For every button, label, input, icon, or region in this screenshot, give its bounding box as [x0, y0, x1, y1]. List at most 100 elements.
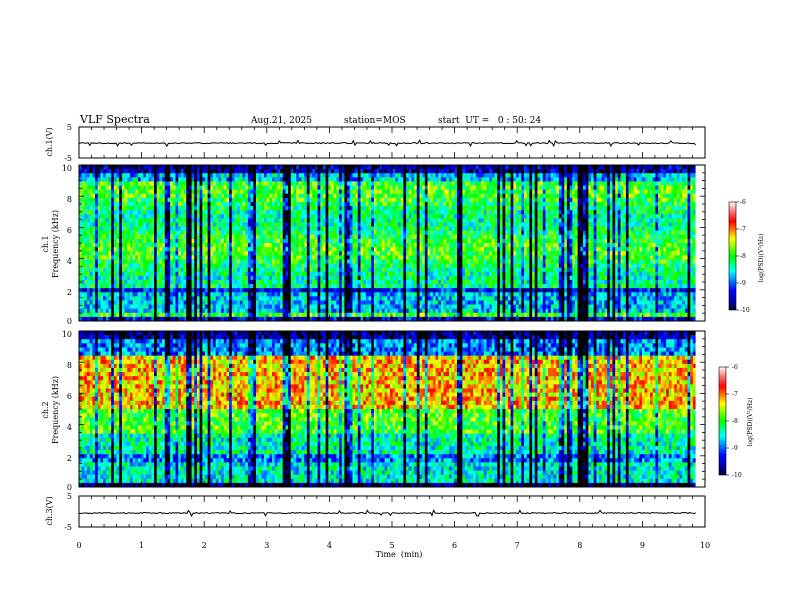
- ch1-spectrogram-cell: [79, 292, 83, 297]
- ch1-spectrogram-cell: [103, 218, 107, 223]
- ch1-spectrogram-cell: [306, 238, 310, 244]
- ch1-spectrogram-cell: [105, 275, 109, 281]
- ch1-spectrogram-cell: [349, 210, 353, 215]
- ch1-spectrogram-cell: [129, 214, 133, 219]
- ch1-spectrogram-cell: [290, 296, 294, 301]
- ch1-spectrogram-cell: [344, 189, 348, 195]
- ch1-spectrogram-cell: [239, 296, 243, 301]
- ch1-spectrogram-cell: [242, 247, 246, 252]
- ch1-spectrogram-cell: [116, 222, 120, 227]
- ch1-spectrogram-cell: [89, 304, 93, 310]
- ch1-spectrogram-cell: [288, 288, 292, 293]
- ch1-spectrogram-cell: [293, 279, 297, 285]
- ch1-spectrogram-cell: [105, 177, 109, 182]
- ch1-spectrogram-cell: [132, 189, 136, 195]
- ch1-spectrogram-cell: [344, 304, 348, 310]
- ch1-spectrogram-cell: [293, 173, 297, 178]
- ch1-spectrogram-cell: [253, 275, 257, 281]
- ch1-spectrogram-cell: [301, 288, 305, 293]
- ch1-spectrogram-cell: [234, 251, 238, 256]
- figure-title: VLF Spectra: [79, 113, 150, 126]
- ch1-spectrogram-cell: [213, 181, 217, 186]
- ch1-spectrogram-cell: [92, 181, 96, 186]
- ch1-spectrogram-cell: [199, 177, 203, 182]
- ch1-spectrogram-cell: [92, 312, 96, 318]
- ch1-spectrogram-cell: [95, 169, 99, 174]
- ch1-spectrogram-cell: [223, 210, 227, 215]
- ch1-spectrogram-cell: [121, 284, 125, 289]
- ch1-spectrogram-cell: [344, 218, 348, 223]
- ch1-spectrogram-cell: [301, 300, 305, 305]
- ch1-spectrogram-cell: [95, 267, 99, 273]
- ch1-spectrogram-cell: [108, 201, 112, 207]
- ch1-spectrogram-cell: [178, 284, 182, 289]
- ch1-spectrogram-cell: [231, 173, 235, 178]
- ch1-spectrogram-cell: [100, 300, 104, 305]
- ch1-spectrogram-cell: [229, 177, 233, 182]
- ch1-spectrogram-cell: [188, 230, 192, 236]
- ch1-spectrogram-cell: [368, 275, 372, 281]
- ch1-spectrogram-cell: [218, 247, 222, 252]
- ch1-spectrogram-cell: [255, 271, 259, 277]
- ch1-spectrogram-cell: [395, 201, 399, 207]
- ch1-spectrogram-cell: [280, 189, 284, 195]
- ch1-spectrogram-cell: [250, 308, 254, 314]
- ch1-spectrogram-cell: [288, 165, 292, 170]
- ch1-spectrogram-cell: [151, 222, 155, 227]
- ch1-spectrogram-cell: [191, 251, 195, 256]
- ch1-spectrogram-cell: [387, 226, 391, 232]
- ch1-spectrogram-cell: [247, 173, 251, 178]
- ch1-spectrogram-cell: [317, 238, 321, 244]
- ch1-spectrogram-cell: [363, 279, 367, 285]
- ch1-spectrogram-cell: [368, 197, 372, 203]
- ch1-spectrogram-cell: [92, 263, 96, 268]
- ch1-spectrogram-cell: [119, 308, 123, 314]
- ch1-spectrogram-cell: [247, 296, 251, 301]
- ch1-spectrogram-cell: [140, 230, 144, 236]
- ch1-spectrogram-cell: [258, 197, 262, 203]
- ch1-spectrogram-cell: [213, 312, 217, 318]
- ch1-spectrogram-cell: [213, 230, 217, 236]
- ch1-spectrogram-cell: [255, 210, 259, 215]
- ch1-spectrogram-cell: [119, 263, 123, 268]
- ch1-spectrogram-cell: [341, 197, 345, 203]
- ch1-spectrogram-cell: [210, 222, 214, 227]
- ch1-spectrogram-cell: [373, 214, 377, 219]
- ch1-spectrogram-cell: [269, 243, 273, 248]
- ch1-spectrogram-cell: [205, 201, 209, 207]
- ch1-spectrogram-cell: [186, 206, 190, 211]
- ch1-spectrogram-cell: [339, 201, 343, 207]
- ch1-spectrogram-cell: [226, 247, 230, 252]
- ch1-spectrogram-cell: [213, 206, 217, 211]
- ch1-spectrogram-cell: [341, 201, 345, 207]
- ch1-spectrogram-cell: [274, 206, 278, 211]
- ch1-spectrogram-cell: [95, 189, 99, 195]
- ch1-spectrogram-cell: [127, 189, 131, 195]
- ch1-spectrogram-cell: [151, 300, 155, 305]
- ch1-spectrogram-cell: [137, 300, 142, 305]
- ch1-spectrogram-cell: [207, 288, 211, 293]
- ch1-spectrogram-cell: [258, 255, 262, 260]
- ch1-spectrogram-cell: [186, 288, 190, 293]
- ch1-spectrogram-cell: [349, 267, 353, 273]
- ch1-spectrogram-cell: [247, 234, 251, 240]
- ch1-spectrogram-cell: [119, 230, 123, 236]
- ch1-spectrogram-cell: [266, 279, 270, 285]
- ch1-spectrogram-cell: [408, 296, 412, 301]
- ch1-spectrogram-cell: [408, 185, 412, 190]
- ch1-spectrogram-cell: [373, 165, 377, 170]
- ch1-spectrogram-cell: [156, 284, 160, 289]
- ch1-spectrogram-cell: [148, 218, 152, 223]
- ch1-spectrogram-cell: [103, 308, 107, 314]
- ch1-spectrogram-cell: [167, 263, 171, 268]
- ch1-spectrogram-cell: [331, 316, 335, 322]
- ch1-spectrogram-cell: [183, 255, 187, 260]
- ch1-spectrogram-cell: [296, 304, 300, 310]
- ch1-spectrogram-cell: [113, 181, 117, 186]
- ch1-spectrogram-cell: [406, 243, 410, 248]
- ch1-spectrogram-cell: [285, 296, 289, 301]
- ch1-spectrogram-cell: [339, 173, 343, 178]
- ch1-spectrogram-cell: [137, 308, 142, 314]
- ch1-spectrogram-cell: [159, 243, 163, 248]
- ch1-spectrogram-cell: [290, 251, 294, 256]
